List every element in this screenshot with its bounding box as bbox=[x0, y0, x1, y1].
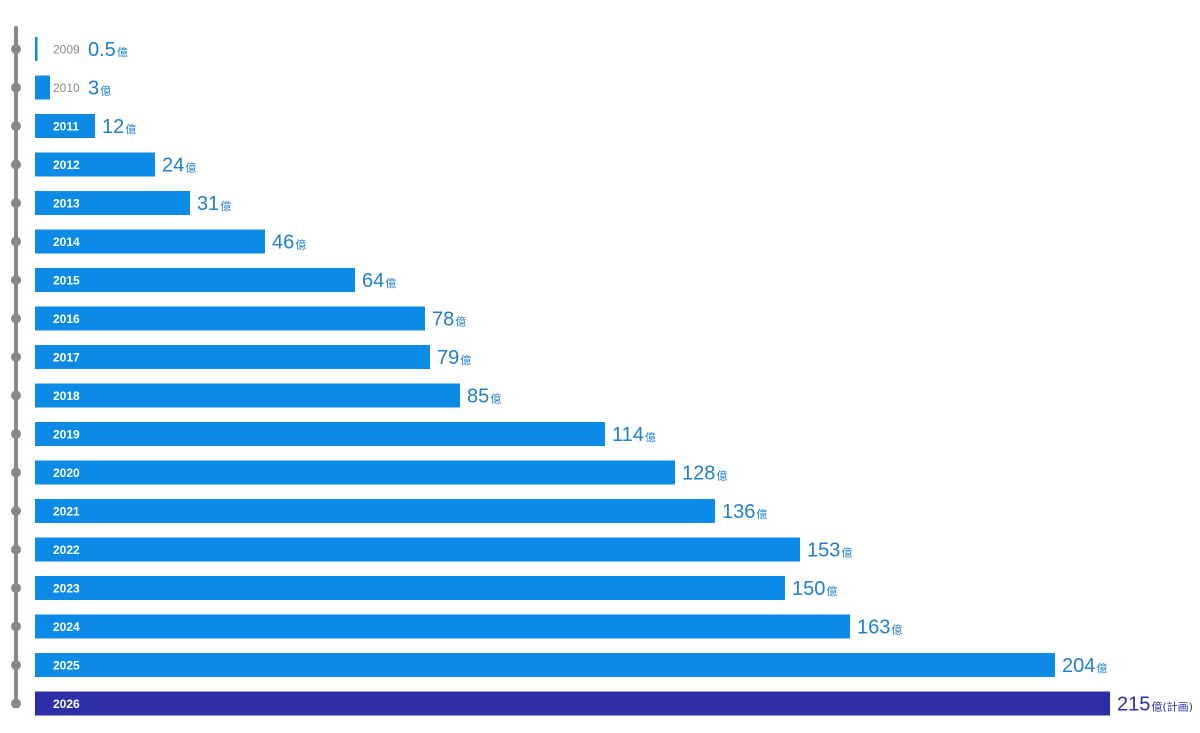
value-label-2018: 85億 bbox=[467, 386, 501, 408]
timeline-dot bbox=[11, 390, 21, 401]
value-label-2009: 0.5億 bbox=[88, 39, 128, 61]
bar-2015 bbox=[35, 268, 355, 292]
bar-2013 bbox=[35, 191, 190, 215]
bar-2025 bbox=[35, 653, 1055, 677]
year-label-2015: 2015 bbox=[53, 274, 80, 288]
value-label-2011: 12億 bbox=[102, 116, 136, 138]
timeline-dot bbox=[11, 660, 21, 670]
year-label-2021: 2021 bbox=[53, 505, 80, 519]
year-label-2009: 2009 bbox=[53, 43, 80, 57]
bar-2020 bbox=[35, 460, 675, 485]
timeline-dot bbox=[11, 198, 21, 208]
bar-2026 bbox=[35, 691, 1110, 716]
value-label-2023: 150億 bbox=[792, 578, 837, 600]
timeline-dot bbox=[11, 236, 21, 247]
value-label-2024: 163億 bbox=[857, 617, 902, 639]
value-label-2010: 3億 bbox=[88, 78, 111, 100]
timeline-dot bbox=[11, 121, 21, 131]
year-label-2010: 2010 bbox=[53, 81, 80, 95]
value-label-2015: 64億 bbox=[362, 270, 396, 292]
timeline-dot bbox=[11, 621, 21, 632]
year-label-2019: 2019 bbox=[53, 428, 80, 442]
bar-2010 bbox=[35, 75, 50, 100]
year-label-2026: 2026 bbox=[53, 697, 80, 711]
year-label-2014: 2014 bbox=[53, 235, 80, 249]
year-label-2017: 2017 bbox=[53, 351, 80, 365]
bar-2024 bbox=[35, 614, 850, 639]
value-label-2014: 46億 bbox=[272, 232, 306, 254]
year-label-2020: 2020 bbox=[53, 466, 80, 480]
timeline-dot bbox=[11, 159, 21, 170]
timeline-dot bbox=[11, 275, 21, 285]
value-label-2025: 204億 bbox=[1062, 655, 1107, 677]
timeline-dot bbox=[11, 429, 21, 439]
bars: 2009 0.5億 2010 3億 2011 12億 2012 24億 2013 31億 2014 4… bbox=[35, 37, 1193, 716]
year-label-2018: 2018 bbox=[53, 389, 80, 403]
bar-2021 bbox=[35, 499, 715, 523]
bar-2017 bbox=[35, 345, 430, 369]
year-label-2023: 2023 bbox=[53, 582, 80, 596]
bar-2016 bbox=[35, 306, 425, 331]
value-label-2012: 24億 bbox=[162, 155, 196, 177]
value-label-2013: 31億 bbox=[197, 193, 231, 215]
value-label-2020: 128億 bbox=[682, 463, 727, 485]
timeline-dot bbox=[11, 467, 21, 478]
year-label-2011: 2011 bbox=[53, 120, 79, 134]
bar-2019 bbox=[35, 422, 605, 446]
year-label-2016: 2016 bbox=[53, 312, 80, 326]
bar-2022 bbox=[35, 537, 800, 562]
timeline-dot bbox=[11, 44, 21, 54]
bar-2014 bbox=[35, 229, 265, 254]
bar-2018 bbox=[35, 383, 460, 408]
year-label-2025: 2025 bbox=[53, 659, 80, 673]
year-label-2013: 2013 bbox=[53, 197, 80, 211]
timeline-axis bbox=[11, 26, 21, 709]
value-label-2019: 114億 bbox=[612, 424, 656, 446]
value-label-2016: 78億 bbox=[432, 309, 466, 331]
value-label-2017: 79億 bbox=[437, 347, 471, 369]
timeline-dot bbox=[11, 506, 21, 516]
bar-2011 bbox=[35, 114, 95, 138]
bar-2012 bbox=[35, 152, 155, 177]
year-label-2012: 2012 bbox=[53, 158, 80, 172]
timeline-dot bbox=[11, 583, 21, 593]
value-label-2022: 153億 bbox=[807, 540, 852, 562]
year-label-2024: 2024 bbox=[53, 620, 80, 634]
bar-2009 bbox=[35, 37, 38, 61]
timeline-dot bbox=[11, 352, 21, 362]
value-label-2026: 215億(計画) bbox=[1117, 694, 1193, 716]
value-label-2021: 136億 bbox=[722, 501, 767, 523]
timeline-dot bbox=[11, 313, 21, 324]
timeline-dot bbox=[11, 698, 21, 709]
year-label-2022: 2022 bbox=[53, 543, 80, 557]
timeline-dot bbox=[11, 82, 21, 93]
bar-2023 bbox=[35, 576, 785, 600]
timeline-dot bbox=[11, 544, 21, 555]
